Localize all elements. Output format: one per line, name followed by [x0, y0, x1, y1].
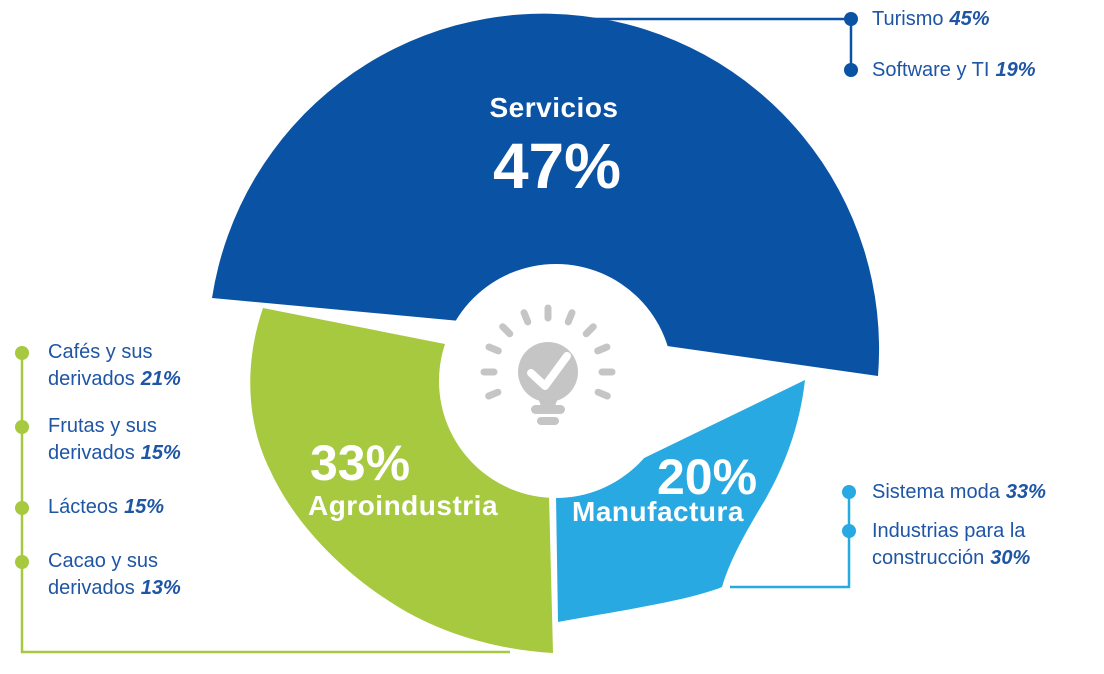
callout-cacao-line2: derivados 13% [48, 575, 181, 602]
callout-sistema-moda: Sistema moda 33% [872, 479, 1046, 506]
manufactura-percent: 20% [656, 449, 758, 505]
callout-turismo-pct: 45% [949, 8, 990, 30]
callout-sistema-moda-pct: 33% [1005, 481, 1046, 503]
callout-cafes-pct: 21% [140, 368, 181, 390]
callout-frutas: Frutas y sus derivados 15% [48, 413, 181, 467]
callout-cafes-line1: Cafés y sus [48, 341, 153, 363]
bullet-frutas [15, 420, 29, 434]
callout-frutas-pct: 15% [140, 442, 181, 464]
callout-frutas-line1: Frutas y sus [48, 415, 157, 437]
callout-lacteos-text: Lácteos [48, 496, 119, 518]
bullet-industrias [842, 524, 856, 538]
callout-cacao: Cacao y sus derivados 13% [48, 548, 181, 602]
lightbulb-base-tip [537, 417, 559, 425]
servicios-label: Servicios [489, 92, 619, 123]
agroindustria-callout-connector [20, 353, 510, 654]
callout-lacteos: Lácteos 15% [48, 494, 164, 521]
check-icon [527, 352, 571, 390]
manufactura-callout-connector [730, 492, 851, 589]
slice-servicios [212, 13, 880, 376]
callout-turismo: Turismo 45% [872, 6, 990, 33]
lightbulb-neck [538, 398, 558, 406]
callout-bullets [15, 12, 858, 569]
callout-industrias-line2-text: construcción [872, 547, 985, 569]
lightbulb-check-icon [480, 304, 616, 425]
callout-cacao-line1: Cacao y sus [48, 550, 159, 572]
agroindustria-percent: 33% [309, 435, 411, 491]
callout-cafes-line2-text: derivados [48, 368, 135, 390]
bullet-sistema-moda [842, 485, 856, 499]
callout-industrias-line1: Industrias para la [872, 520, 1026, 542]
bullet-cacao [15, 555, 29, 569]
servicios-percent: 47% [492, 130, 622, 202]
callout-software-text: Software y TI [872, 59, 990, 81]
callout-sistema-moda-text: Sistema moda [872, 481, 1000, 503]
agroindustria-label: Agroindustria [307, 490, 499, 521]
manufactura-label: Manufactura [572, 496, 744, 527]
lightbulb-globe [518, 342, 578, 402]
callout-software-pct: 19% [995, 59, 1036, 81]
bullet-cafes [15, 346, 29, 360]
lightbulb-rays [480, 304, 616, 400]
callout-cacao-pct: 13% [140, 577, 181, 599]
callout-industrias-pct: 30% [990, 547, 1031, 569]
bullet-turismo [844, 12, 858, 26]
bullet-software [844, 63, 858, 77]
callout-cafes: Cafés y sus derivados 21% [48, 339, 181, 393]
bullet-lacteos [15, 501, 29, 515]
callout-industrias-line2: construcción 30% [872, 545, 1030, 572]
callout-frutas-line2-text: derivados [48, 442, 135, 464]
lightbulb-base-bar [531, 405, 565, 414]
callout-frutas-line2: derivados 15% [48, 440, 181, 467]
callout-software: Software y TI 19% [872, 57, 1035, 84]
callout-turismo-text: Turismo [872, 8, 944, 30]
callout-cacao-line2-text: derivados [48, 577, 135, 599]
slice-manufactura [556, 380, 805, 622]
callout-cafes-line2: derivados 21% [48, 366, 181, 393]
callout-industrias: Industrias para la construcción 30% [872, 518, 1030, 572]
callout-lacteos-pct: 15% [124, 496, 165, 518]
